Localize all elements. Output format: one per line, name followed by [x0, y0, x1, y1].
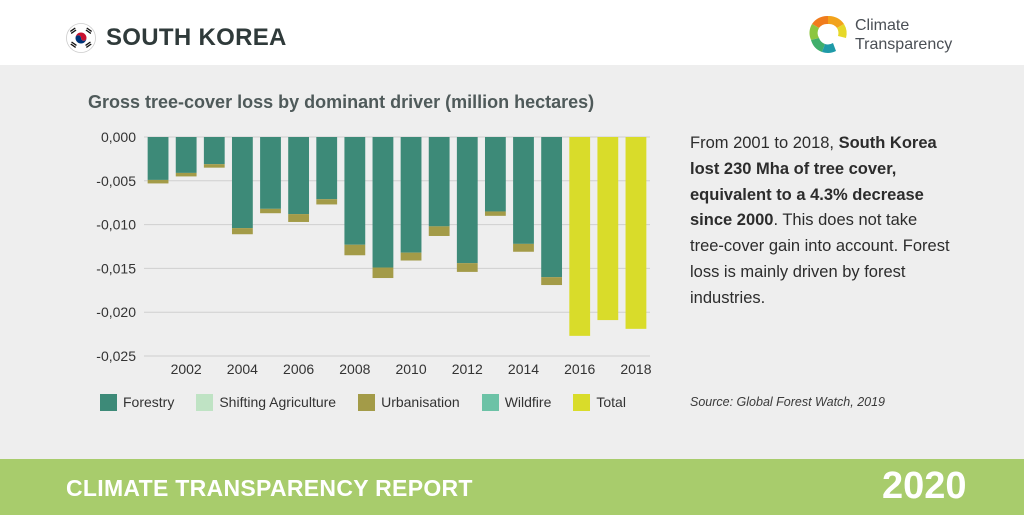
bar-urbanisation-2009 [372, 267, 394, 279]
bar-forestry-2008 [344, 137, 366, 245]
bar-forestry-2011 [428, 137, 450, 227]
bar-forestry-2015 [541, 137, 563, 278]
legend-swatch [481, 393, 499, 411]
bar-urbanisation-2004 [231, 228, 253, 235]
x-tick-label: 2018 [620, 361, 651, 377]
summary-note: From 2001 to 2018, South Korea lost 230 … [690, 131, 950, 312]
chart-title: Gross tree-cover loss by dominant driver… [88, 92, 595, 112]
bar-total-2016 [569, 137, 591, 336]
legend-label: Urbanisation [381, 394, 460, 410]
bar-urbanisation-2005 [260, 208, 281, 214]
legend-swatch [196, 393, 214, 411]
legend-swatch [573, 393, 591, 411]
y-tick-label: -0,010 [96, 217, 136, 233]
bar-urbanisation-2008 [344, 244, 366, 256]
bar-urbanisation-2010 [400, 252, 422, 261]
legend-item-shifting-agriculture: Shifting Agriculture [196, 393, 337, 411]
legend-swatch [100, 393, 117, 411]
bar-forestry-2009 [372, 137, 394, 268]
x-tick-label: 2010 [395, 361, 426, 377]
report-title: CLIMATE TRANSPARENCY REPORT [66, 475, 473, 501]
header: SOUTH KOREA Climate Transparency [0, 0, 1024, 65]
note-intro: From 2001 to 2018, [690, 134, 839, 152]
bar-forestry-2005 [260, 137, 281, 209]
bar-urbanisation-2011 [428, 226, 450, 236]
bar-forestry-2013 [484, 137, 506, 212]
y-tick-label: -0,005 [96, 173, 136, 189]
x-tick-label: 2016 [564, 361, 595, 377]
country-title: SOUTH KOREA [106, 24, 287, 51]
brand-name: Climate Transparency [855, 16, 952, 54]
legend-label: Total [596, 394, 626, 410]
bar-total-2017 [597, 137, 619, 321]
bar-urbanisation-2012 [456, 263, 478, 272]
x-tick-label: 2004 [227, 361, 258, 377]
legend-item-urbanisation: Urbanisation [358, 393, 460, 411]
bar-urbanisation-2014 [513, 243, 534, 252]
bar-urbanisation-2002 [175, 172, 197, 177]
bar-urbanisation-2003 [203, 164, 225, 168]
legend-swatch [358, 393, 376, 411]
x-tick-label: 2014 [508, 361, 539, 377]
note-highlight: South Korea lost 230 Mha of tree cover, … [690, 134, 937, 230]
brand-line-2: Transparency [855, 36, 953, 53]
y-tick-label: 0,000 [101, 129, 136, 145]
bar-forestry-2007 [316, 137, 338, 200]
bar-forestry-2004 [231, 137, 253, 229]
note-rest: . This does not take tree-cover gain int… [690, 211, 950, 307]
legend-item-forestry: Forestry [100, 393, 175, 411]
bar-forestry-2002 [175, 137, 197, 173]
south-korea-flag-icon [66, 23, 96, 53]
x-tick-label: 2012 [452, 361, 483, 377]
legend-label: Forestry [123, 394, 175, 410]
bar-urbanisation-2013 [484, 211, 506, 216]
y-tick-label: -0,020 [96, 304, 136, 320]
y-tick-label: -0,025 [96, 348, 136, 364]
bar-forestry-2003 [203, 137, 225, 165]
bar-forestry-2010 [400, 137, 422, 253]
bar-forestry-2014 [513, 137, 534, 244]
bar-total-2018 [625, 137, 647, 329]
legend-label: Wildfire [504, 394, 552, 410]
x-tick-label: 2008 [339, 361, 370, 377]
legend-label: Shifting Agriculture [219, 394, 337, 410]
chart-legend: Forestry Shifting Agriculture Urbanisation… [100, 392, 648, 412]
x-tick-label: 2006 [283, 361, 314, 377]
source-note: Source: Global Forest Watch, 2019 [690, 395, 886, 409]
legend-item-total: Total [573, 393, 626, 411]
legend-item-wildfire: Wildfire [481, 393, 552, 411]
bar-urbanisation-2007 [316, 199, 338, 205]
bar-forestry-2012 [456, 137, 478, 264]
brand-line-1: Climate [855, 17, 910, 34]
bar-forestry-2001 [147, 137, 169, 180]
bar-urbanisation-2006 [288, 214, 310, 222]
bar-forestry-2006 [288, 137, 310, 215]
climate-transparency-logo-icon [809, 15, 847, 53]
tree-cover-loss-chart: 0,000 -0,005 -0,010 -0,015 -0,020 -0,025 2002 2… [96, 129, 651, 377]
bar-urbanisation-2015 [541, 277, 563, 286]
x-tick-label: 2002 [171, 361, 202, 377]
footer-bar: CLIMATE TRANSPARENCY REPORT 2020 [0, 459, 1024, 515]
content-panel [0, 65, 1024, 459]
report-year: 2020 [882, 465, 967, 507]
y-tick-label: -0,015 [96, 260, 136, 276]
bar-urbanisation-2001 [147, 179, 169, 184]
